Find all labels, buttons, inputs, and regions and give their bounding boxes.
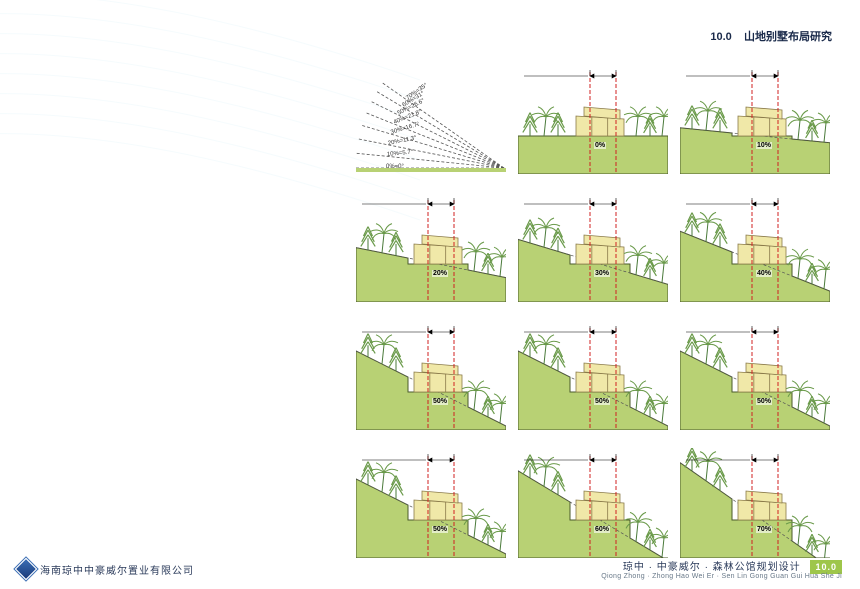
slope-percent-label: 30%: [594, 270, 610, 277]
slope-diagram-50pct: 50%: [356, 320, 506, 430]
project-block: 琼中 · 中豪威尔 · 森林公馆规划设计 10.0 Qiong Zhong · …: [601, 558, 842, 580]
slope-percent-label: 70%: [756, 526, 772, 533]
slope-diagram-10pct: 10%: [680, 64, 830, 174]
slope-diagram-0pct: 0%: [518, 64, 668, 174]
slope-percent-label: 0%: [594, 142, 606, 149]
company-logo-icon: [15, 558, 38, 581]
slope-percent-label: 50%: [432, 398, 448, 405]
slope-diagram-70pct: 70%: [680, 448, 830, 558]
slope-diagram-40pct: 40%: [680, 192, 830, 302]
diagram-grid: 0%: [356, 64, 836, 558]
fan-placeholder: [356, 64, 506, 174]
slope-diagram-60pct: 60%: [518, 448, 668, 558]
slope-percent-label: 20%: [432, 270, 448, 277]
slope-diagram-50pct: 50%: [356, 448, 506, 558]
project-title-cn: 琼中 · 中豪威尔 · 森林公馆规划设计 10.0: [601, 558, 842, 573]
slope-percent-label: 50%: [432, 526, 448, 533]
section-number: 10.0: [710, 31, 731, 43]
company-block: 海南琼中中豪威尔置业有限公司: [18, 561, 194, 577]
slope-percent-label: 50%: [594, 398, 610, 405]
page-footer: 海南琼中中豪威尔置业有限公司 琼中 · 中豪威尔 · 森林公馆规划设计 10.0…: [0, 555, 860, 589]
page-header: 10.0 山地别墅布局研究: [710, 28, 832, 44]
slope-percent-label: 50%: [756, 398, 772, 405]
slope-diagram-50pct: 50%: [518, 320, 668, 430]
company-name: 海南琼中中豪威尔置业有限公司: [40, 562, 194, 577]
slope-diagram-50pct: 50%: [680, 320, 830, 430]
slope-diagram-30pct: 30%: [518, 192, 668, 302]
slope-percent-label: 60%: [594, 526, 610, 533]
slope-percent-label: 10%: [756, 142, 772, 149]
slope-percent-label: 40%: [756, 270, 772, 277]
page-number-badge: 10.0: [810, 560, 842, 574]
slope-diagram-20pct: 20%: [356, 192, 506, 302]
project-title-pinyin: Qiong Zhong · Zhong Hao Wei Er · Sen Lin…: [601, 573, 842, 580]
page-title: 山地别墅布局研究: [744, 31, 832, 43]
